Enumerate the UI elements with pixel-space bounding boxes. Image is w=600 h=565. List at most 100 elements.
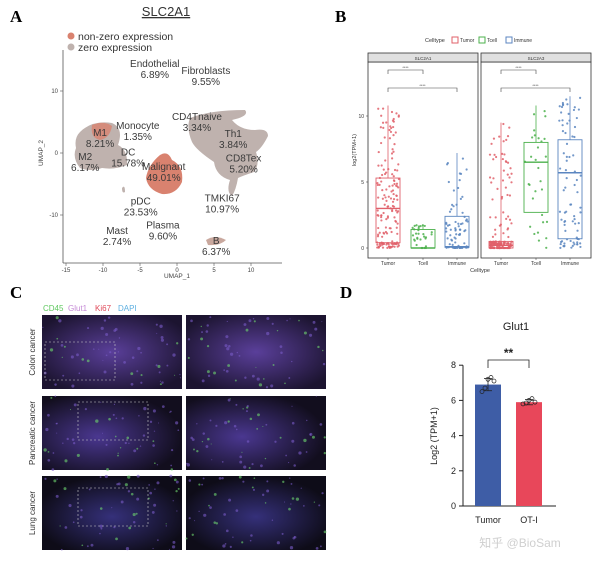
bar-title: Glut1	[503, 321, 529, 333]
cluster-label-pct: 9.55%	[192, 77, 220, 88]
stain-speck	[174, 374, 176, 376]
data-point	[390, 110, 394, 114]
bar	[475, 384, 501, 506]
stain-speck	[170, 468, 174, 471]
stain-speck	[191, 438, 195, 442]
data-point	[490, 142, 493, 145]
stain-speck	[283, 501, 286, 503]
data-point	[392, 150, 395, 153]
data-point	[446, 224, 450, 227]
stain-speck	[45, 427, 49, 432]
data-point	[501, 152, 504, 155]
stain-speck	[323, 436, 326, 439]
stain-speck	[193, 448, 195, 451]
stain-speck	[170, 464, 173, 467]
data-point	[545, 237, 548, 240]
stain-speck	[47, 413, 50, 417]
data-point	[537, 239, 541, 242]
stain-speck	[56, 422, 58, 425]
bar	[516, 402, 542, 506]
stain-speck	[71, 384, 75, 388]
stain-speck	[198, 483, 201, 486]
data-point	[489, 242, 492, 245]
data-point	[452, 205, 455, 208]
data-point	[388, 246, 391, 249]
stain-speck	[196, 423, 198, 425]
stain-speck	[155, 364, 158, 367]
data-point	[386, 246, 389, 249]
data-point	[534, 158, 537, 161]
stain-speck	[53, 479, 57, 483]
stain-speck	[156, 481, 160, 485]
stain-speck	[148, 484, 150, 486]
data-point	[397, 242, 400, 245]
data-point	[506, 134, 510, 138]
stain-speck	[81, 544, 84, 547]
data-point	[411, 226, 414, 230]
data-point	[544, 155, 547, 158]
data-point	[413, 224, 416, 228]
stain-speck	[209, 419, 212, 422]
stain-speck	[292, 536, 296, 540]
stain-speck	[118, 337, 121, 339]
data-point	[577, 222, 580, 225]
data-point	[541, 221, 545, 224]
legend-swatch-nonzero	[67, 32, 75, 40]
data-point	[536, 146, 540, 149]
data-point	[376, 235, 380, 238]
stain-speck	[140, 381, 143, 384]
stain-speck	[158, 371, 161, 374]
x-tick-label: 0	[175, 268, 179, 274]
data-point	[395, 112, 398, 115]
data-point	[501, 157, 504, 161]
data-point	[529, 225, 532, 228]
stain-speck	[42, 326, 44, 328]
data-point	[565, 159, 568, 162]
umap-ticks: -15 -10 -5 0 5 10 10 0 -10	[49, 89, 255, 274]
stain-speck	[86, 327, 90, 330]
stain-speck	[59, 525, 61, 527]
data-point	[575, 236, 578, 239]
data-point	[457, 225, 460, 228]
stain-speck	[274, 440, 277, 443]
data-point	[395, 182, 399, 185]
data-point	[545, 220, 549, 223]
row-label: Pancreatic cancer	[28, 401, 37, 465]
data-point	[377, 196, 380, 199]
stain-speck	[103, 370, 107, 374]
stain-speck	[142, 434, 146, 437]
data-point	[489, 216, 492, 219]
stain-speck	[276, 329, 279, 332]
stain-speck	[160, 336, 164, 339]
data-point	[391, 240, 394, 243]
stain-speck	[112, 413, 115, 416]
x-tick-label: -15	[62, 268, 71, 274]
stain-speck	[215, 424, 218, 427]
stain-speck	[123, 361, 126, 364]
stain-speck	[242, 408, 244, 410]
data-point	[565, 98, 568, 101]
zoomed-if-image	[186, 476, 326, 550]
data-point	[457, 186, 460, 190]
data-point	[536, 231, 540, 234]
data-point	[496, 187, 499, 190]
stain-speck	[303, 331, 307, 335]
cluster-label-name: TMKI67	[205, 194, 240, 205]
stain-legend-item: DAPI	[118, 304, 137, 313]
data-point	[523, 400, 529, 406]
facet-title: SLC2A3	[528, 56, 545, 61]
stain-speck	[115, 417, 118, 420]
stain-speck	[168, 548, 170, 550]
stain-speck	[176, 510, 178, 512]
data-point	[465, 219, 468, 222]
data-point	[530, 155, 533, 158]
stain-speck	[175, 489, 178, 493]
data-point	[561, 101, 564, 105]
data-point	[380, 141, 383, 145]
data-point	[459, 172, 463, 176]
data-point	[579, 211, 582, 214]
stain-speck	[64, 459, 68, 463]
stain-speck	[79, 515, 83, 519]
stain-speck	[246, 405, 249, 408]
